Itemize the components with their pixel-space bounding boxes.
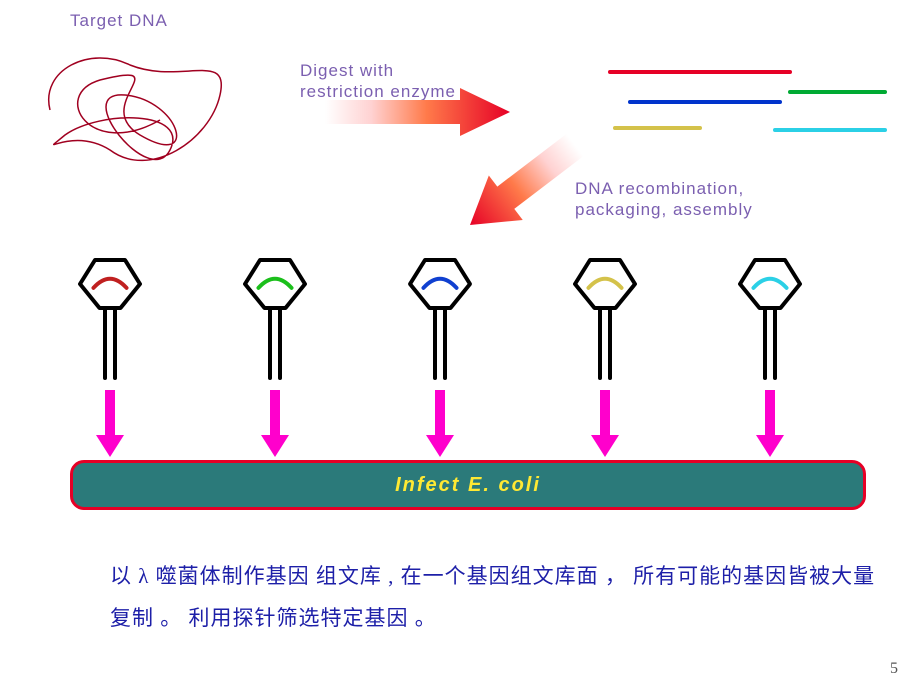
caption-text: 以 λ 噬菌体制作基因 组文库 , 在一个基因组文库面 ， 所有可能的基因皆被大…: [110, 555, 880, 639]
infect-ecoli-label: Infect E. coli: [395, 474, 541, 497]
page-number: 5: [890, 660, 898, 678]
phage-icon-4: [734, 254, 806, 384]
infect-arrow-3: [589, 390, 621, 461]
phage-icon-1: [239, 254, 311, 384]
infect-arrow-2: [424, 390, 456, 461]
dna-fragments: [0, 0, 920, 200]
infect-arrow-4: [754, 390, 786, 461]
phage-icon-2: [404, 254, 476, 384]
phage-icon-3: [569, 254, 641, 384]
infect-arrow-1: [259, 390, 291, 461]
phage-icon-0: [74, 254, 146, 384]
infect-ecoli-box: Infect E. coli: [70, 460, 866, 510]
infect-arrow-0: [94, 390, 126, 461]
